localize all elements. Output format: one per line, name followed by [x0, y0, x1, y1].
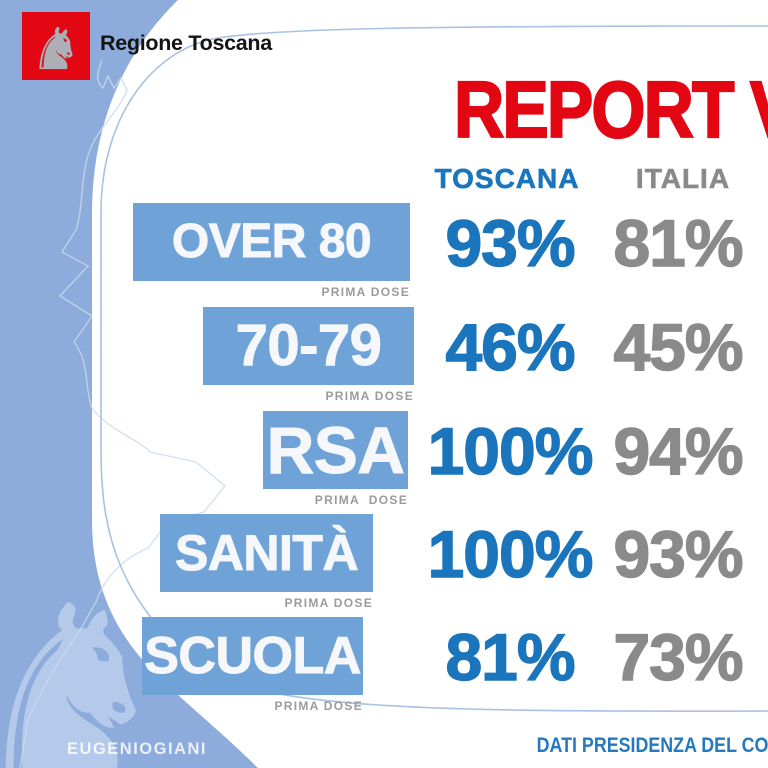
- category-label: SCUOLA: [144, 627, 362, 686]
- category-box-rsa: RSA: [263, 411, 408, 489]
- category-box-70-79: 70-79: [203, 307, 414, 385]
- category-label: 70-79: [235, 313, 382, 379]
- accent-curve-line: [100, 25, 768, 712]
- dose-note: PRIMA DOSE: [314, 493, 408, 507]
- page-title: REPORT VACCINI: [110, 65, 768, 154]
- pegasus-logo-icon: ♞: [30, 15, 82, 83]
- dose-note: PRIMA DOSE: [274, 699, 363, 713]
- category-box-scuola: SCUOLA: [142, 617, 363, 695]
- dose-note: PRIMA DOSE: [325, 389, 414, 403]
- data-source-text: DATI PRESIDENZA DEL CONSIGLIO DEI MINIST…: [536, 734, 768, 757]
- value-italia-scuola: 73%: [613, 619, 745, 694]
- category-label: SANITÀ: [174, 525, 359, 582]
- category-label: RSA: [266, 413, 405, 488]
- value-toscana-70-79: 46%: [445, 309, 577, 384]
- column-header-toscana: TOSCANA: [434, 163, 580, 194]
- value-italia-70-79: 45%: [613, 309, 745, 384]
- category-box-over-80: OVER 80: [133, 203, 410, 281]
- author-credit: EUGENIOGIANI: [67, 740, 207, 758]
- regione-toscana-logo: ♞: [22, 12, 90, 83]
- tuscany-map-outline: [19, 59, 226, 768]
- dose-note: PRIMA DOSE: [284, 596, 373, 610]
- column-header-italia: ITALIA: [635, 163, 731, 194]
- value-toscana-sanita: 100%: [427, 516, 594, 591]
- dose-note: PRIMA DOSE: [321, 285, 410, 299]
- category-label: OVER 80: [171, 215, 372, 269]
- value-italia-sanita: 93%: [613, 516, 745, 591]
- brand-name: Regione Toscana: [100, 31, 272, 55]
- value-toscana-scuola: 81%: [445, 619, 577, 694]
- value-italia-rsa: 94%: [613, 413, 745, 488]
- value-italia-over-80: 81%: [613, 205, 745, 280]
- value-toscana-over-80: 93%: [445, 205, 577, 280]
- page-title-text: REPORT VACCINI: [453, 64, 768, 155]
- value-toscana-rsa: 100%: [427, 413, 594, 488]
- category-box-sanita: SANITÀ: [160, 514, 373, 592]
